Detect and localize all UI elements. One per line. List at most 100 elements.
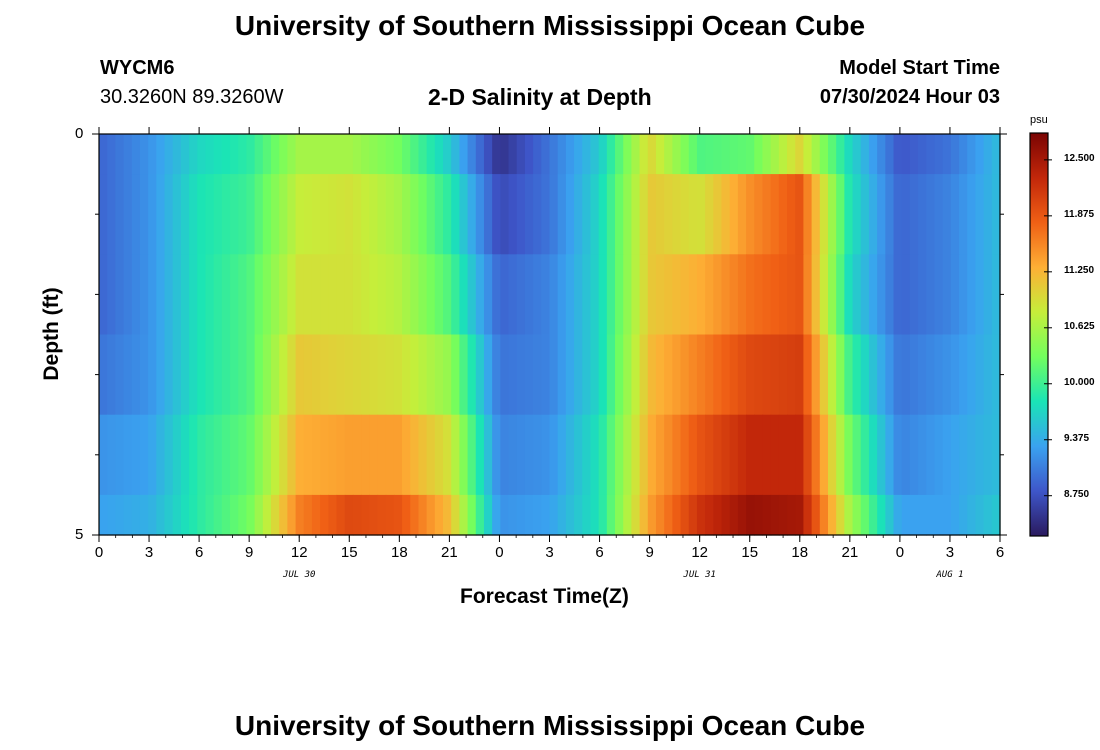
heatmap-cell [197,494,207,536]
heatmap-cell [172,254,182,336]
heatmap-cell [221,334,231,416]
heatmap-cell [631,174,641,255]
heatmap-cell [893,334,903,416]
heatmap-cell [279,414,288,496]
heatmap-cell [688,134,698,175]
heatmap-cell [483,134,493,175]
heatmap-cell [385,254,395,336]
heatmap-cell [443,134,452,175]
heatmap-cell [877,334,886,416]
heatmap-cell [475,414,485,496]
y-tick-label: 0 [75,125,84,142]
heatmap-cell [410,334,420,416]
heatmap-cell [680,174,690,255]
heatmap-cell [647,174,657,255]
heatmap-cell [213,174,223,255]
heatmap-cell [565,134,575,175]
heatmap-cell [909,254,919,336]
heatmap-cell [803,254,813,336]
heatmap-cell [451,134,460,175]
heatmap-cell [582,334,592,416]
heatmap-cell [443,494,452,536]
heatmap-cell [787,254,796,336]
heatmap-cell [746,494,755,536]
heatmap-cell [295,334,305,416]
heatmap-cell [295,414,305,496]
heatmap-cell [549,494,559,536]
heatmap-cell [483,174,493,255]
heatmap-cell [328,174,338,255]
heatmap-cell [336,494,346,536]
heatmap-cell [549,254,559,336]
heatmap-cell [172,134,182,175]
station-id: WYCM6 [100,57,175,79]
heatmap-cell [385,174,395,255]
heatmap-cell [287,334,297,416]
heatmap-cell [819,174,829,255]
heatmap-cell [918,494,927,536]
heatmap-cell [975,494,985,536]
heatmap-cell [877,254,886,336]
heatmap-cell [426,494,436,536]
heatmap-cell [541,494,551,536]
heatmap-cell [369,414,379,496]
heatmap-cell [967,334,977,416]
heatmap-cell [664,134,673,175]
heatmap-cell [737,494,747,536]
heatmap-cell [271,254,280,336]
heatmap-cell [827,334,837,416]
heatmap-cell [762,254,772,336]
heatmap-cell [541,334,551,416]
heatmap-cell [426,134,436,175]
heatmap-cell [221,414,231,496]
heatmap-cell [344,494,354,536]
colorbar-tick-label: 9.375 [1064,432,1090,444]
heatmap-cell [352,334,362,416]
heatmap-cell [729,334,739,416]
heatmap-cell [402,334,411,416]
heatmap-cell [787,134,796,175]
heatmap-cell [139,494,149,536]
heatmap-cell [467,334,477,416]
heatmap-cell [901,494,911,536]
heatmap-cell [737,134,747,175]
heatmap-cell [230,494,239,536]
heatmap-cell [344,254,354,336]
heatmap-cell [533,334,542,416]
heatmap-cell [827,174,837,255]
heatmap-cell [344,134,354,175]
heatmap-cell [778,334,788,416]
heatmap-cell [385,414,395,496]
heatmap-cell [713,334,723,416]
heatmap-cell [762,414,772,496]
heatmap-cell [639,334,649,416]
heatmap-cell [680,494,690,536]
heatmap-cell [262,414,272,496]
heatmap-cell [975,134,985,175]
heatmap-cell [598,134,608,175]
heatmap-cell [901,334,911,416]
heatmap-cell [737,334,747,416]
heatmap-cell [852,254,862,336]
heatmap-cell [246,254,256,336]
heatmap-cell [311,174,321,255]
heatmap-cell [156,494,166,536]
heatmap-cell [672,134,682,175]
heatmap-cell [434,414,444,496]
heatmap-cell [934,174,944,255]
heatmap-cell [926,334,936,416]
heatmap-cell [950,414,960,496]
page-title: University of Southern Mississippi Ocean… [234,10,866,41]
heatmap-cell [819,334,829,416]
x-tick-label: 6 [595,544,604,561]
heatmap-cell [590,174,600,255]
heatmap-cell [361,334,370,416]
heatmap-cell [705,134,714,175]
heatmap-cell [246,174,256,255]
heatmap-cell [361,174,370,255]
heatmap-cell [705,414,714,496]
heatmap-cell [451,414,460,496]
heatmap-cell [246,134,256,175]
heatmap-cell [615,174,624,255]
heatmap-cell [655,414,665,496]
